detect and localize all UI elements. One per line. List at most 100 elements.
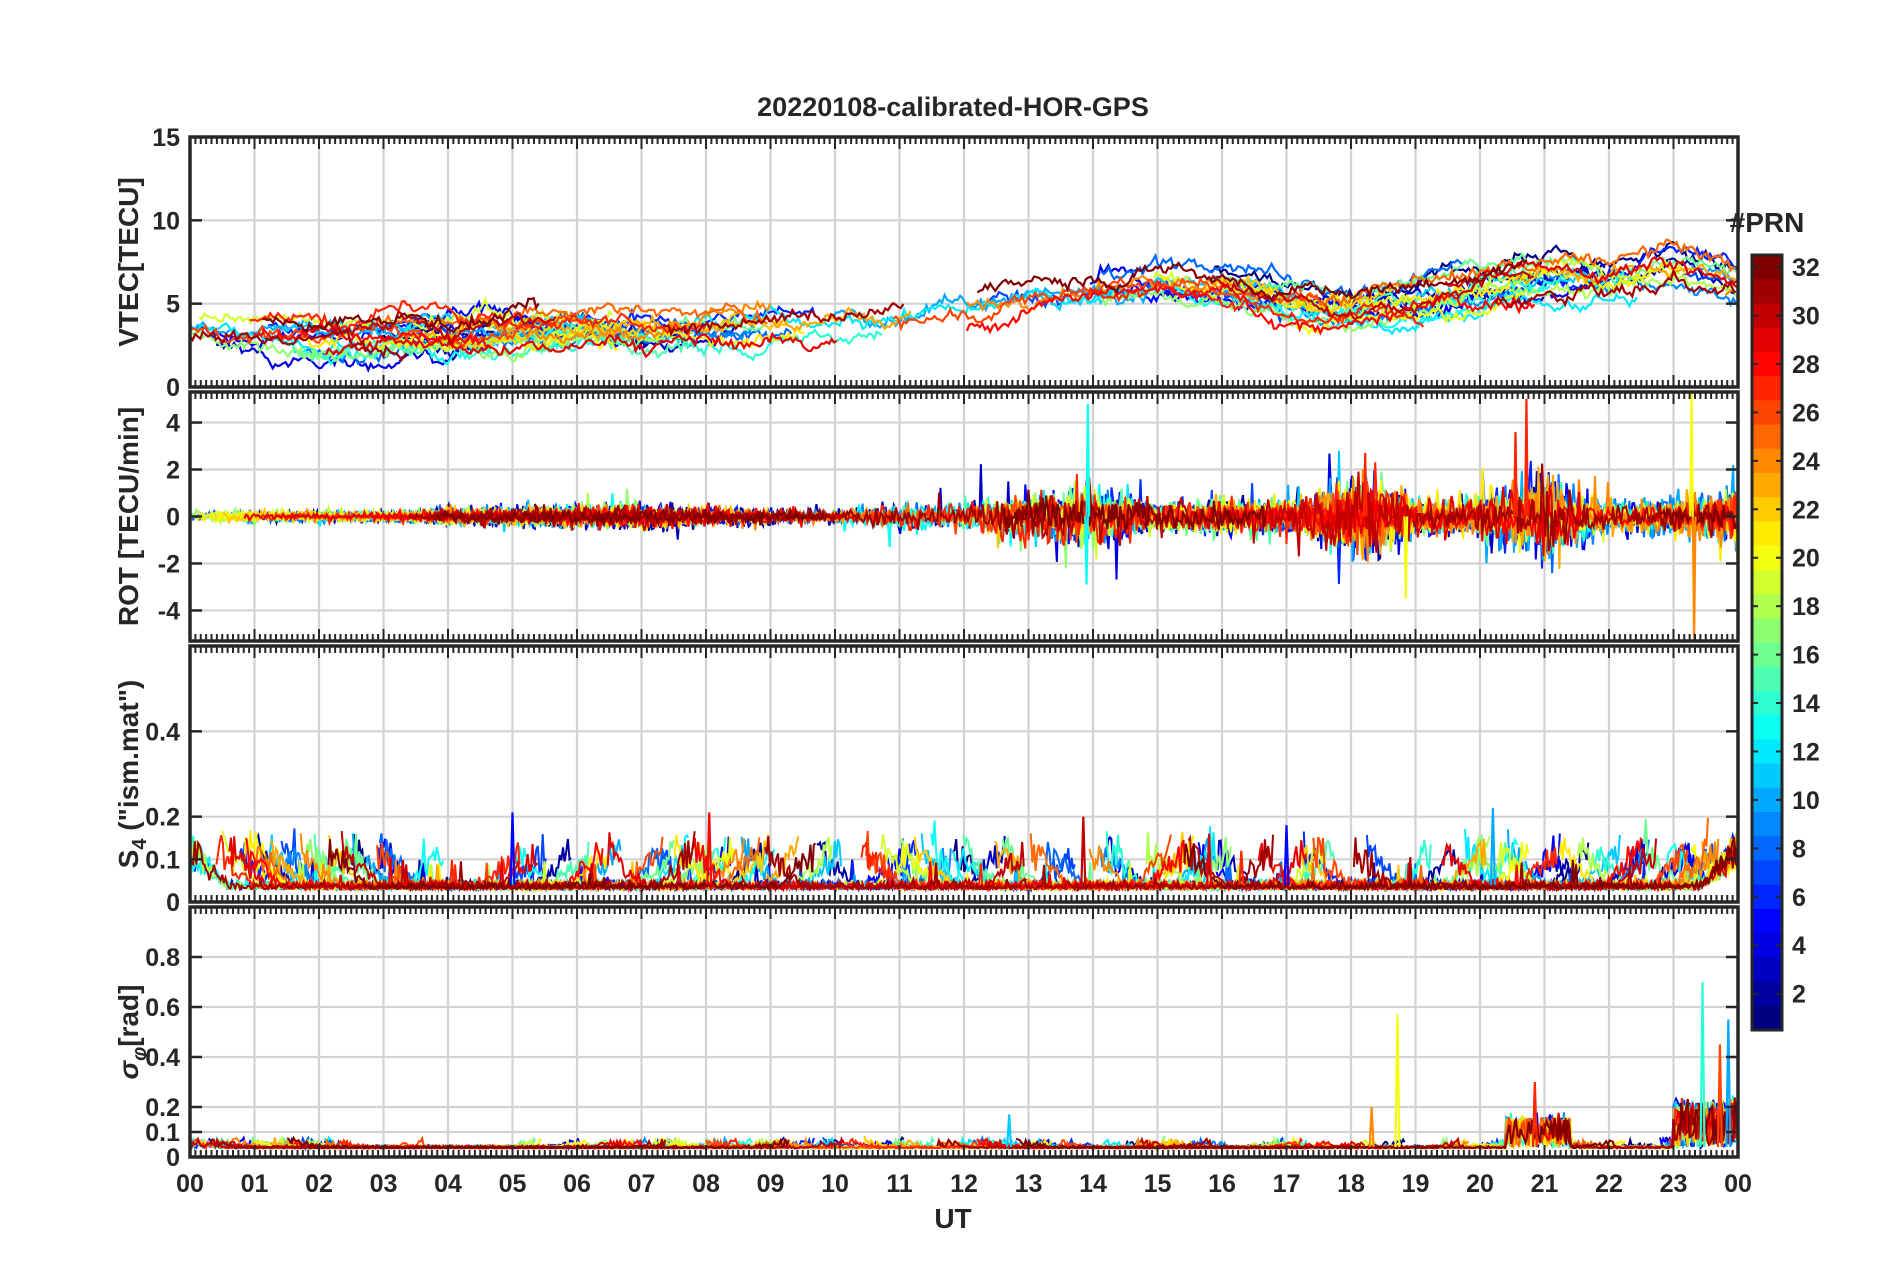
y-tick-label: 0.1 bbox=[145, 846, 180, 874]
colorbar-cell bbox=[1752, 618, 1782, 644]
rot-spike bbox=[1084, 516, 1089, 585]
s4-line-prn-32 bbox=[1183, 836, 1738, 893]
x-tick-label: 22 bbox=[1595, 1170, 1623, 1198]
x-tick-label: 09 bbox=[757, 1170, 785, 1198]
vtec-line-prn-12 bbox=[1334, 290, 1639, 336]
colorbar-cell bbox=[1752, 569, 1782, 595]
x-tick-label: 03 bbox=[370, 1170, 398, 1198]
colorbar-cell bbox=[1752, 860, 1782, 886]
y-axis-label-vtec: VTEC[TECU] bbox=[113, 177, 144, 347]
grid-sigma_phi bbox=[190, 907, 1738, 1157]
colorbar-tick-label: 22 bbox=[1792, 496, 1820, 524]
y-tick-label: -4 bbox=[158, 597, 180, 625]
colorbar-tick-label: 28 bbox=[1792, 351, 1820, 379]
y-tick-label: 0 bbox=[166, 1144, 180, 1172]
s4-line-prn-32 bbox=[327, 839, 817, 893]
chart-title: 20220108-calibrated-HOR-GPS bbox=[757, 92, 1149, 122]
colorbar-tick-label: 8 bbox=[1792, 835, 1806, 863]
colorbar-tick-label: 32 bbox=[1792, 254, 1820, 282]
x-tick-label: 04 bbox=[434, 1170, 462, 1198]
grid-vtec bbox=[190, 137, 1738, 387]
colorbar-cell bbox=[1752, 763, 1782, 789]
colorbar-tick-label: 6 bbox=[1792, 884, 1806, 912]
sigma_phi-spike bbox=[1531, 1081, 1538, 1148]
series-sigma_phi bbox=[190, 981, 1738, 1152]
s4-spike bbox=[1283, 825, 1290, 885]
sigma_phi-spike bbox=[1394, 1014, 1401, 1148]
x-tick-label: 00 bbox=[176, 1170, 204, 1198]
colorbar-tick-label: 16 bbox=[1792, 642, 1820, 670]
rot-spike bbox=[1513, 431, 1518, 517]
x-tick-label: 21 bbox=[1531, 1170, 1559, 1198]
panel-s4: 0 0.1 0.2 0.4S4 ("ism.mat") bbox=[113, 644, 1740, 917]
colorbar-tick-label: 10 bbox=[1792, 787, 1820, 815]
vtec-line-prn-8 bbox=[1100, 252, 1464, 303]
y-ticks-vtec: 0 5 10 15 bbox=[152, 124, 1738, 402]
colorbar-tick-label: 18 bbox=[1792, 593, 1820, 621]
s4-line-prn-31 bbox=[190, 831, 696, 893]
colorbar-tick-label: 30 bbox=[1792, 303, 1820, 331]
colorbar-tick-label: 24 bbox=[1792, 448, 1820, 476]
y-axis-label-sigma_phi: σφ[rad] bbox=[113, 985, 151, 1080]
vtec-line-prn-29 bbox=[1444, 256, 1738, 289]
x-ticks-sigma_phi bbox=[189, 907, 1739, 1157]
vtec-line-prn-25 bbox=[1298, 238, 1737, 308]
s4-spike bbox=[509, 812, 516, 885]
vtec-line-prn-10 bbox=[190, 313, 591, 346]
s4-spike bbox=[1080, 816, 1087, 885]
x-tick-label: 18 bbox=[1337, 1170, 1365, 1198]
y-tick-label: 0.4 bbox=[145, 718, 180, 746]
s4-spike bbox=[706, 812, 713, 885]
x-ticks-vtec bbox=[189, 137, 1739, 387]
colorbar-tick-label: 14 bbox=[1792, 690, 1820, 718]
colorbar-cell bbox=[1752, 521, 1782, 547]
panel-vtec: 0 5 10 15 VTEC[TECU] bbox=[113, 124, 1740, 402]
vtec-line-prn-31 bbox=[1494, 267, 1737, 309]
y-tick-label: 0.8 bbox=[145, 944, 180, 972]
y-tick-label: 0 bbox=[166, 889, 180, 917]
y-tick-label: 0.2 bbox=[145, 804, 180, 832]
rot-line-prn-31 bbox=[407, 492, 1046, 538]
x-tick-label: 20 bbox=[1466, 1170, 1494, 1198]
x-ticks-rot bbox=[189, 392, 1739, 641]
x-tick-label: 05 bbox=[499, 1170, 527, 1198]
y-ticks-sigma_phi: 00.10.2 0.4 0.6 0.8 bbox=[145, 944, 1738, 1172]
x-tick-label: 23 bbox=[1660, 1170, 1688, 1198]
y-axis-label-s4: S4 ("ism.mat") bbox=[113, 680, 151, 869]
s4-spike bbox=[1489, 808, 1496, 885]
y-tick-label: 0.1 bbox=[145, 1119, 180, 1147]
colorbar-cell bbox=[1752, 666, 1782, 692]
colorbar-tick-label: 26 bbox=[1792, 399, 1820, 427]
colorbar-cell bbox=[1752, 715, 1782, 740]
x-tick-label: 12 bbox=[950, 1170, 978, 1198]
vtec-line-prn-29 bbox=[324, 331, 838, 359]
vtec-line-prn-28 bbox=[965, 282, 1536, 336]
sigma_phi-spike bbox=[1725, 1019, 1732, 1148]
s4-line-prn-31 bbox=[764, 834, 1274, 893]
colorbar-cell bbox=[1752, 472, 1782, 498]
y-tick-label: 2 bbox=[166, 457, 180, 485]
vtec-line-prn-31 bbox=[663, 301, 905, 338]
y-axis-label-rot: ROT [TECU/min] bbox=[113, 407, 144, 626]
colorbar-cell bbox=[1752, 1005, 1782, 1031]
y-tick-label: 4 bbox=[166, 410, 180, 438]
series-rot bbox=[190, 392, 1738, 641]
x-tick-label: 01 bbox=[241, 1170, 269, 1198]
y-tick-label: 0.6 bbox=[145, 994, 180, 1022]
y-ticks-s4: 0 0.1 0.2 0.4 bbox=[145, 718, 1738, 917]
colorbar-cell bbox=[1752, 327, 1782, 353]
x-tick-label: 07 bbox=[628, 1170, 656, 1198]
rot-line-prn-32 bbox=[1003, 489, 1267, 534]
y-tick-label: 10 bbox=[152, 207, 180, 235]
x-tick-label: 00 bbox=[1724, 1170, 1752, 1198]
sigma_phi-spike bbox=[1699, 981, 1706, 1148]
rot-spike bbox=[1085, 403, 1091, 517]
colorbar-frame bbox=[1750, 253, 1784, 1032]
rot-spike bbox=[1691, 516, 1697, 641]
vtec-line-prn-20 bbox=[1295, 292, 1524, 337]
x-tick-label: 16 bbox=[1208, 1170, 1236, 1198]
vtec-line-prn-23 bbox=[1515, 260, 1737, 285]
vtec-line-prn-27 bbox=[1084, 279, 1425, 328]
colorbar-tick-label: 4 bbox=[1792, 932, 1806, 960]
